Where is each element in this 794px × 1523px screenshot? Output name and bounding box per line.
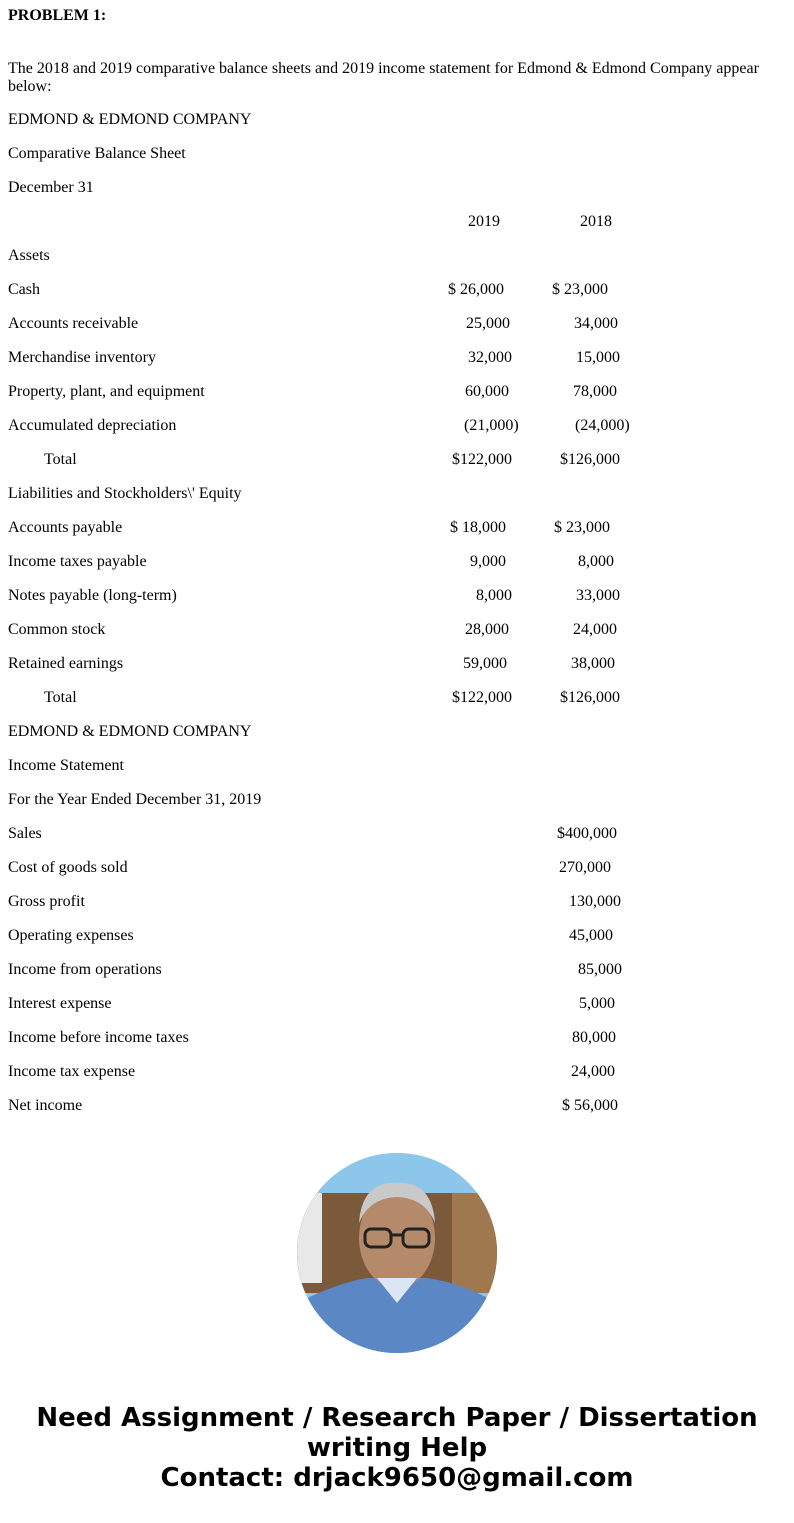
bs-value-2019: 8,000 — [476, 587, 512, 604]
bs-company: EDMOND & EDMOND COMPANY — [8, 111, 252, 128]
bs-value-2018: $126,000 — [560, 689, 620, 706]
bs-date: December 31 — [8, 179, 94, 196]
is-row-label: Income from operations — [8, 961, 162, 978]
bs-value-2018: (24,000) — [575, 417, 630, 434]
bs-row-label: Total — [44, 689, 77, 706]
is-row-value: 270,000 — [559, 859, 611, 876]
is-row-label: Interest expense — [8, 995, 112, 1012]
is-row-label: Net income — [8, 1097, 83, 1114]
bs-value-2019: 9,000 — [470, 553, 506, 570]
bs-value-2019: 32,000 — [468, 349, 512, 366]
problem-title: PROBLEM 1: — [8, 7, 107, 24]
footer-ad: Need Assignment / Research Paper / Disse… — [0, 1403, 794, 1493]
bs-row-label: Notes payable (long-term) — [8, 587, 177, 604]
is-row-label: Income tax expense — [8, 1063, 136, 1080]
footer-line-2: writing Help — [306, 1433, 488, 1463]
is-row-label: Sales — [8, 825, 42, 842]
is-row-label: Cost of goods sold — [8, 859, 128, 876]
year-2019-header: 2019 — [468, 213, 500, 230]
bs-row-label: Liabilities and Stockholders\' Equity — [8, 485, 242, 502]
bs-value-2019: 59,000 — [463, 655, 507, 672]
bs-value-2018: 34,000 — [574, 315, 618, 332]
is-row-value: $400,000 — [557, 825, 617, 842]
bs-value-2019: (21,000) — [464, 417, 519, 434]
bs-value-2019: $122,000 — [452, 451, 512, 468]
bs-value-2018: 38,000 — [571, 655, 615, 672]
is-row-value: 85,000 — [578, 961, 622, 978]
bs-value-2018: 8,000 — [578, 553, 614, 570]
bs-row-label: Accounts receivable — [8, 315, 139, 332]
bs-row-label: Accounts payable — [8, 519, 123, 536]
bs-row-label: Accumulated depreciation — [8, 417, 177, 434]
bs-row-label: Cash — [8, 281, 40, 298]
intro-text: The 2018 and 2019 comparative balance sh… — [8, 60, 759, 95]
is-row-value: 5,000 — [579, 995, 615, 1012]
author-photo — [297, 1153, 497, 1353]
bs-value-2018: 78,000 — [573, 383, 617, 400]
footer-line-3: Contact: drjack9650@gmail.com — [160, 1463, 634, 1493]
bs-value-2019: $122,000 — [452, 689, 512, 706]
bs-row-label: Merchandise inventory — [8, 349, 156, 366]
is-row-value: 24,000 — [571, 1063, 615, 1080]
is-title: Income Statement — [8, 757, 124, 774]
is-row-value: 80,000 — [572, 1029, 616, 1046]
is-period: For the Year Ended December 31, 2019 — [8, 791, 262, 808]
is-company: EDMOND & EDMOND COMPANY — [8, 723, 252, 740]
bs-title: Comparative Balance Sheet — [8, 145, 186, 162]
bs-value-2019: $ 26,000 — [448, 281, 504, 298]
bs-row-label: Total — [44, 451, 77, 468]
is-row-value: $ 56,000 — [562, 1097, 618, 1114]
is-row-label: Operating expenses — [8, 927, 134, 944]
is-row-value: 45,000 — [569, 927, 613, 944]
bs-value-2019: $ 18,000 — [450, 519, 506, 536]
bs-value-2018: $126,000 — [560, 451, 620, 468]
bs-row-label: Retained earnings — [8, 655, 124, 672]
is-row-value: 130,000 — [569, 893, 621, 910]
bs-value-2019: 28,000 — [465, 621, 509, 638]
footer-line-1: Need Assignment / Research Paper / Disse… — [36, 1403, 758, 1433]
is-row-label: Income before income taxes — [8, 1029, 189, 1046]
bs-row-label: Common stock — [8, 621, 106, 638]
bs-value-2018: 33,000 — [576, 587, 620, 604]
bs-value-2018: $ 23,000 — [554, 519, 610, 536]
bs-value-2018: 15,000 — [576, 349, 620, 366]
bs-value-2019: 60,000 — [465, 383, 509, 400]
bs-value-2019: 25,000 — [466, 315, 510, 332]
bs-value-2018: $ 23,000 — [552, 281, 608, 298]
bs-row-label: Assets — [8, 247, 50, 264]
bs-value-2018: 24,000 — [573, 621, 617, 638]
year-2018-header: 2018 — [580, 213, 612, 230]
is-row-label: Gross profit — [8, 893, 85, 910]
bs-row-label: Income taxes payable — [8, 553, 147, 570]
bs-row-label: Property, plant, and equipment — [8, 383, 205, 400]
